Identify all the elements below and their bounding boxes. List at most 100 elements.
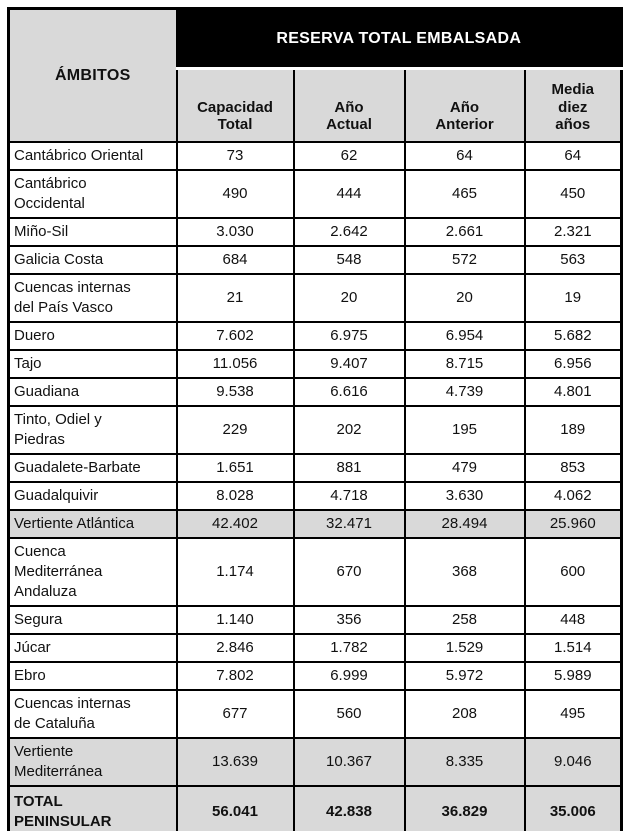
row-label: Tajo — [7, 349, 178, 379]
table-row: Segura 1.140 356 258 448 — [7, 605, 623, 635]
col-header-ano-actual: Año Actual — [292, 67, 406, 143]
table-row: Júcar 2.846 1.782 1.529 1.514 — [7, 633, 623, 663]
table-row: Guadiana 9.538 6.616 4.739 4.801 — [7, 377, 623, 407]
table-row: Cuencas internas del País Vasco 21 20 20 19 — [7, 273, 623, 323]
value-cell: 9.046 — [523, 737, 623, 787]
value-cell: 4.718 — [292, 481, 406, 511]
banner-row: ÁMBITOS RESERVA TOTAL EMBALSADA — [7, 7, 623, 143]
row-label: Miño-Sil — [7, 217, 178, 247]
value-cell: 448 — [523, 605, 623, 635]
value-cell: 19 — [523, 273, 623, 323]
value-cell: 10.367 — [292, 737, 406, 787]
row-label: Tinto, Odiel y Piedras — [7, 405, 178, 455]
table-body: Cantábrico Oriental 73 62 64 64 Cantábrico Oc… — [7, 141, 623, 831]
value-cell: 9.407 — [292, 349, 406, 379]
row-label: Guadalquivir — [7, 481, 178, 511]
value-cell: 189 — [523, 405, 623, 455]
value-cell: 444 — [292, 169, 406, 219]
col-header-media-diez-anos: Media diez años — [523, 67, 623, 143]
row-label: TOTAL PENINSULAR — [7, 785, 178, 831]
value-cell: 4.801 — [523, 377, 623, 407]
row-label: Ebro — [7, 661, 178, 691]
banner-header: RESERVA TOTAL EMBALSADA — [175, 7, 623, 70]
row-label: Vertiente Mediterránea — [7, 737, 178, 787]
column-header-row: Capacidad Total Año Actual Año Anterior … — [9, 67, 623, 143]
value-cell: 548 — [292, 245, 406, 275]
value-cell: 4.739 — [403, 377, 526, 407]
value-cell: 36.829 — [403, 785, 526, 831]
value-cell: 229 — [175, 405, 295, 455]
reservoir-table: ÁMBITOS RESERVA TOTAL EMBALSADA Capacida… — [7, 7, 624, 831]
value-cell: 20 — [403, 273, 526, 323]
table-row: Miño-Sil 3.030 2.642 2.661 2.321 — [7, 217, 623, 247]
value-cell: 2.642 — [292, 217, 406, 247]
col-header-capacidad-total: Capacidad Total — [175, 67, 295, 143]
value-cell: 64 — [403, 141, 526, 171]
value-cell: 560 — [292, 689, 406, 739]
value-cell: 853 — [523, 453, 623, 483]
value-cell: 42.402 — [175, 509, 295, 539]
value-cell: 6.975 — [292, 321, 406, 351]
value-cell: 356 — [292, 605, 406, 635]
value-cell: 2.321 — [523, 217, 623, 247]
value-cell: 28.494 — [403, 509, 526, 539]
table-row: Vertiente Atlántica 42.402 32.471 28.494 25.… — [7, 509, 623, 539]
value-cell: 881 — [292, 453, 406, 483]
value-cell: 1.174 — [175, 537, 295, 607]
value-cell: 563 — [523, 245, 623, 275]
row-label: Cantábrico Occidental — [7, 169, 178, 219]
value-cell: 8.335 — [403, 737, 526, 787]
value-cell: 479 — [403, 453, 526, 483]
value-cell: 20 — [292, 273, 406, 323]
value-cell: 450 — [523, 169, 623, 219]
value-cell: 1.529 — [403, 633, 526, 663]
value-cell: 5.972 — [403, 661, 526, 691]
value-cell: 13.639 — [175, 737, 295, 787]
value-cell: 4.062 — [523, 481, 623, 511]
value-cell: 32.471 — [292, 509, 406, 539]
value-cell: 5.989 — [523, 661, 623, 691]
value-cell: 64 — [523, 141, 623, 171]
value-cell: 368 — [403, 537, 526, 607]
value-cell: 6.616 — [292, 377, 406, 407]
table-row: Cantábrico Oriental 73 62 64 64 — [7, 141, 623, 171]
row-label: Cuenca Mediterránea Andaluza — [7, 537, 178, 607]
value-cell: 7.802 — [175, 661, 295, 691]
col-header-ano-anterior: Año Anterior — [403, 67, 526, 143]
value-cell: 11.056 — [175, 349, 295, 379]
value-cell: 465 — [403, 169, 526, 219]
value-cell: 5.682 — [523, 321, 623, 351]
table-row: Guadalquivir 8.028 4.718 3.630 4.062 — [7, 481, 623, 511]
value-cell: 2.661 — [403, 217, 526, 247]
row-label: Guadalete-Barbate — [7, 453, 178, 483]
row-label: Duero — [7, 321, 178, 351]
table-row: Tinto, Odiel y Piedras 229 202 195 189 — [7, 405, 623, 455]
value-cell: 62 — [292, 141, 406, 171]
table-row: Tajo 11.056 9.407 8.715 6.956 — [7, 349, 623, 379]
row-label: Cuencas internas de Cataluña — [7, 689, 178, 739]
value-cell: 21 — [175, 273, 295, 323]
row-label: Guadiana — [7, 377, 178, 407]
value-cell: 7.602 — [175, 321, 295, 351]
value-cell: 208 — [403, 689, 526, 739]
value-cell: 8.028 — [175, 481, 295, 511]
table-row: Duero 7.602 6.975 6.954 5.682 — [7, 321, 623, 351]
value-cell: 600 — [523, 537, 623, 607]
value-cell: 3.630 — [403, 481, 526, 511]
table-row: Ebro 7.802 6.999 5.972 5.989 — [7, 661, 623, 691]
table-row: TOTAL PENINSULAR 56.041 42.838 36.829 35.006 — [7, 785, 623, 831]
value-cell: 495 — [523, 689, 623, 739]
value-cell: 670 — [292, 537, 406, 607]
value-cell: 42.838 — [292, 785, 406, 831]
table-row: Guadalete-Barbate 1.651 881 479 853 — [7, 453, 623, 483]
value-cell: 258 — [403, 605, 526, 635]
value-cell: 6.956 — [523, 349, 623, 379]
value-cell: 202 — [292, 405, 406, 455]
ambitos-header: ÁMBITOS — [7, 7, 178, 143]
value-cell: 684 — [175, 245, 295, 275]
value-cell: 2.846 — [175, 633, 295, 663]
value-cell: 677 — [175, 689, 295, 739]
row-label: Galicia Costa — [7, 245, 178, 275]
value-cell: 56.041 — [175, 785, 295, 831]
